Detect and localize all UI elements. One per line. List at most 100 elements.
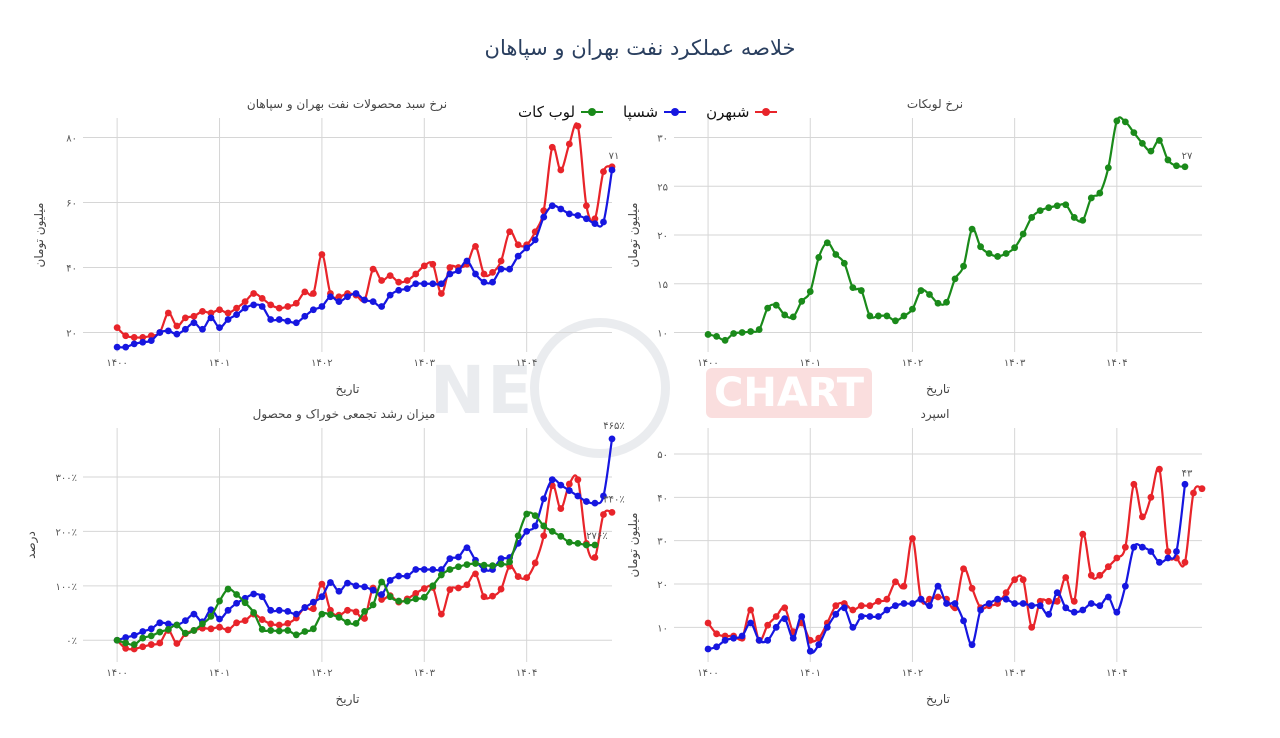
data-point [164, 625, 172, 633]
data-point [395, 572, 403, 580]
legend-item-lubcut[interactable]: لوب کات [518, 103, 604, 121]
data-point [275, 316, 283, 323]
data-point [892, 578, 899, 586]
data-point [216, 623, 223, 631]
data-point [318, 303, 326, 310]
data-point [378, 596, 386, 603]
data-point [335, 298, 343, 306]
data-point [284, 607, 292, 615]
data-point [772, 301, 780, 309]
data-point [968, 584, 976, 592]
data-point [849, 284, 857, 292]
chart-title: نرخ سبد محصولات نفت بهران و سپاهان [247, 97, 447, 112]
y-tick-label: ۲۰ [657, 231, 668, 242]
data-point [113, 324, 121, 332]
data-point [1079, 216, 1087, 224]
data-point [463, 544, 471, 552]
y-tick-label: ۲۵ [657, 182, 668, 193]
x-axis-title: تاریخ [336, 382, 360, 397]
data-point [497, 560, 505, 568]
data-point [412, 590, 420, 597]
data-point [497, 257, 505, 265]
data-point [1113, 608, 1121, 616]
data-point [335, 613, 343, 621]
data-point [1104, 593, 1112, 601]
data-point [591, 499, 599, 507]
data-point [403, 597, 411, 605]
data-point [874, 597, 882, 605]
data-point [1164, 554, 1172, 562]
data-point [557, 532, 565, 540]
data-point [1019, 576, 1027, 584]
legend-item-shbehran[interactable]: شبهرن [706, 103, 778, 121]
data-point [730, 330, 738, 337]
data-point [284, 303, 292, 310]
data-point [738, 632, 746, 640]
data-point [1096, 571, 1104, 579]
data-point [327, 579, 334, 586]
y-tick-label: ۱۰ [657, 329, 668, 340]
data-point [892, 317, 899, 325]
data-point [772, 623, 780, 631]
data-point [900, 600, 908, 607]
data-point [857, 602, 865, 610]
data-point [1019, 230, 1027, 238]
data-point [506, 265, 514, 273]
data-point [199, 325, 206, 333]
data-point [429, 280, 437, 288]
data-point [857, 287, 865, 294]
y-axis-title: میلیون تومان [32, 203, 47, 268]
data-point [574, 122, 582, 130]
data-point [540, 213, 548, 221]
data-point [909, 535, 916, 542]
data-point [429, 582, 437, 590]
data-point [250, 301, 258, 309]
data-point [327, 293, 334, 301]
data-point [583, 215, 590, 223]
data-point [1011, 576, 1019, 584]
data-point [446, 264, 454, 271]
data-point [292, 610, 300, 618]
data-point [874, 312, 882, 320]
data-point [378, 277, 386, 284]
data-point [446, 566, 454, 573]
legend-item-shsepa[interactable]: شسپا [623, 103, 687, 121]
data-point [943, 298, 950, 306]
data-point [113, 636, 121, 644]
data-point [713, 643, 720, 651]
x-tick-label: ۱۴۰۴ [1106, 358, 1127, 369]
data-point [1156, 465, 1163, 473]
data-point [344, 579, 351, 587]
x-axis-title: تاریخ [926, 382, 950, 397]
data-point [489, 592, 496, 600]
data-point [565, 480, 573, 488]
data-point [369, 265, 377, 273]
data-point [130, 631, 138, 639]
data-point [216, 306, 223, 314]
data-point [139, 628, 147, 635]
data-point [1181, 558, 1189, 566]
data-point [994, 253, 1002, 260]
y-tick-label: ۳۰ [657, 537, 668, 548]
data-point [267, 316, 275, 323]
data-point [523, 510, 531, 518]
data-point [977, 243, 984, 251]
x-tick-label: ۱۴۰۱ [800, 668, 821, 679]
data-point [420, 280, 428, 288]
data-point [463, 257, 471, 265]
data-point [335, 587, 343, 595]
data-point [318, 251, 326, 258]
data-point [531, 512, 539, 520]
data-point [608, 508, 616, 516]
data-point [1036, 207, 1044, 215]
data-point [199, 620, 206, 628]
y-tick-label: ۲۰ [66, 329, 77, 340]
x-tick-label: ۱۴۰۰ [697, 358, 718, 369]
data-point [420, 585, 428, 592]
data-point [156, 639, 164, 647]
data-point [523, 574, 531, 582]
data-point [565, 538, 573, 546]
data-point [1113, 117, 1121, 125]
chart-title: نرخ لوبکات [907, 97, 963, 112]
